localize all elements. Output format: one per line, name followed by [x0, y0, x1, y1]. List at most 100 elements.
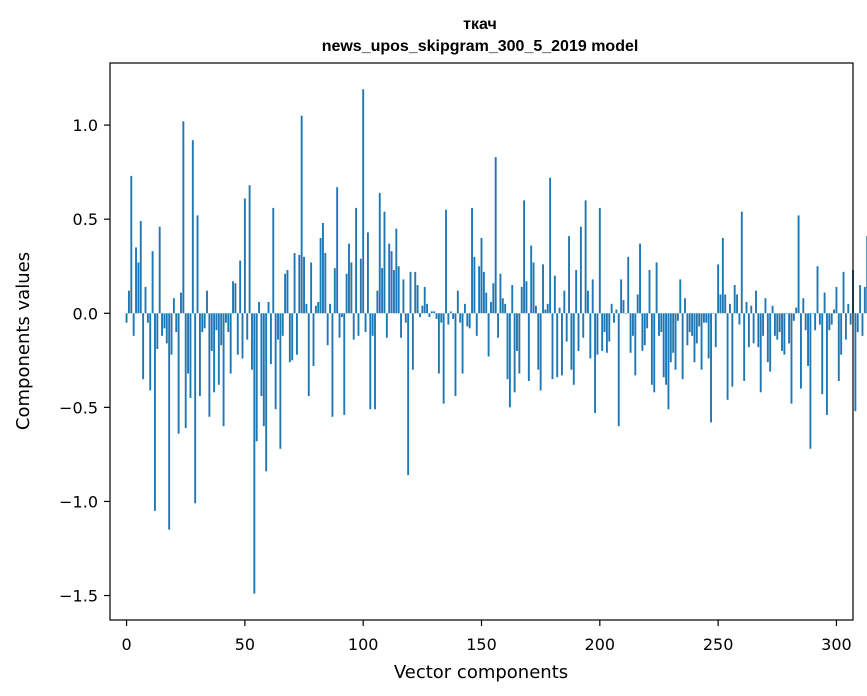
bar-311: [861, 313, 864, 336]
bar-6: [139, 221, 142, 314]
bar-253: [724, 294, 727, 314]
bar-121: [411, 313, 414, 370]
bar-185: [563, 290, 566, 314]
bar-98: [357, 313, 360, 336]
bar-90: [338, 313, 341, 338]
bar-275: [776, 313, 779, 340]
bar-272: [769, 313, 772, 372]
bar-110: [385, 313, 388, 338]
bar-141: [459, 313, 462, 323]
bar-16: [163, 313, 166, 329]
bar-295: [823, 292, 826, 314]
bar-243: [700, 313, 703, 370]
bar-301: [837, 313, 840, 382]
bar-58: [262, 313, 265, 427]
bar-278: [783, 313, 786, 355]
bar-123: [416, 285, 419, 314]
bar-51: [246, 313, 249, 340]
bar-212: [627, 256, 630, 314]
bar-216: [636, 294, 639, 314]
bar-146: [471, 207, 473, 314]
bar-series: [125, 89, 867, 594]
bar-210: [622, 300, 625, 314]
bar-74: [300, 115, 303, 314]
x-tick-label-50: 50: [235, 635, 255, 654]
bar-46: [234, 283, 237, 314]
bar-164: [513, 313, 516, 393]
bar-80: [314, 305, 317, 314]
bar-240: [693, 313, 696, 363]
bar-227: [662, 313, 665, 378]
bar-124: [419, 313, 421, 318]
bar-104: [371, 313, 374, 336]
bar-242: [698, 313, 701, 327]
bar-170: [527, 313, 530, 382]
bar-237: [686, 313, 689, 346]
bar-200: [598, 207, 601, 314]
bar-52: [248, 185, 251, 314]
bar-187: [568, 236, 570, 314]
bar-169: [525, 281, 528, 314]
bar-39: [217, 313, 220, 385]
y-tick-label-2: −0.5: [59, 398, 98, 417]
bar-224: [655, 262, 658, 314]
bar-202: [603, 313, 606, 333]
bar-117: [402, 279, 405, 314]
bar-247: [710, 313, 712, 423]
bar-45: [232, 281, 234, 314]
bar-134: [442, 313, 445, 404]
bar-209: [620, 279, 623, 314]
bar-229: [667, 313, 670, 410]
bar-263: [747, 313, 750, 348]
bar-66: [281, 313, 284, 336]
bar-132: [437, 313, 440, 374]
bar-153: [487, 313, 490, 357]
bar-29: [194, 313, 197, 504]
bar-268: [759, 313, 762, 393]
bar-100: [362, 89, 365, 314]
bar-108: [381, 268, 384, 314]
bar-30: [196, 215, 199, 314]
y-axis-label: Components values: [13, 252, 34, 430]
bar-82: [319, 238, 322, 314]
bar-234: [679, 279, 682, 314]
x-axis-ticks: 0 50 100 150 200 250 300: [121, 620, 852, 654]
bar-158: [499, 273, 502, 314]
bar-257: [733, 285, 736, 314]
bar-107: [378, 192, 381, 314]
bar-24: [182, 121, 185, 314]
bar-273: [771, 305, 774, 314]
bar-230: [669, 313, 672, 363]
bar-167: [520, 286, 523, 314]
bar-147: [473, 256, 476, 314]
bar-106: [376, 290, 379, 314]
x-tick-label-100: 100: [348, 635, 379, 654]
bar-180: [551, 313, 554, 380]
bar-25: [184, 313, 187, 429]
bar-150: [480, 238, 483, 314]
bar-171: [530, 245, 533, 314]
bar-78: [310, 262, 313, 314]
bar-195: [587, 290, 589, 314]
bar-130: [433, 311, 436, 314]
bar-10: [149, 313, 152, 391]
bar-18: [168, 313, 171, 530]
bar-47: [236, 313, 239, 355]
bar-15: [161, 313, 163, 336]
bar-41: [222, 313, 225, 427]
bar-67: [284, 273, 287, 314]
bar-49: [241, 313, 244, 359]
bar-85: [326, 313, 329, 346]
bar-235: [681, 313, 684, 380]
bar-259: [738, 313, 741, 325]
bar-154: [490, 301, 492, 314]
bar-261: [743, 313, 746, 382]
bar-95: [350, 262, 353, 314]
bar-27: [189, 313, 192, 398]
bar-59: [265, 313, 268, 472]
x-tick-label-0: 0: [121, 635, 131, 654]
plot-frame: [109, 62, 854, 621]
bar-160: [504, 303, 507, 314]
chart-title: ткач: [463, 16, 497, 33]
